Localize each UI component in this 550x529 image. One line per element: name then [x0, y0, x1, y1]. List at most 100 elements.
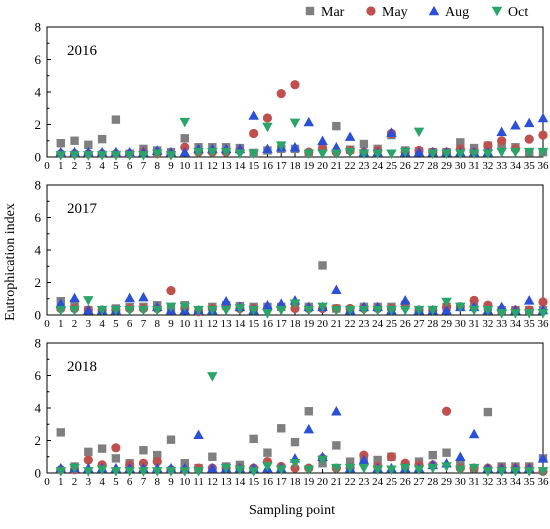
- data-point-oct: [262, 462, 273, 472]
- x-tick-label: 32: [482, 318, 493, 330]
- y-tick-label: 0: [35, 308, 42, 323]
- x-tick-label: 20: [317, 476, 329, 488]
- data-point-oct: [331, 463, 342, 474]
- data-point-oct: [262, 309, 273, 319]
- data-point-oct: [496, 147, 507, 158]
- data-point-mar: [249, 434, 258, 444]
- series-Oct-2016: [55, 117, 549, 161]
- data-point-oct: [110, 305, 122, 316]
- x-tick-label: 17: [276, 476, 288, 488]
- data-point-may: [538, 130, 548, 140]
- data-point-oct: [262, 122, 273, 133]
- x-tick-label: 30: [455, 318, 467, 330]
- data-point-oct: [317, 455, 328, 466]
- data-point-oct: [55, 305, 67, 316]
- data-point-mar: [456, 138, 465, 147]
- data-point-oct: [317, 149, 328, 159]
- data-point-aug: [496, 301, 507, 312]
- data-point-oct: [124, 467, 135, 477]
- data-point-oct: [110, 467, 122, 477]
- legend-label: Aug: [445, 5, 469, 20]
- x-tick-label: 27: [414, 476, 426, 488]
- y-tick-label: 6: [35, 210, 42, 225]
- data-point-oct: [234, 465, 246, 475]
- data-point-oct: [124, 305, 135, 316]
- data-point-aug: [220, 295, 232, 306]
- data-point-aug: [413, 146, 425, 157]
- data-point-oct: [523, 309, 535, 319]
- data-point-oct: [151, 149, 163, 159]
- data-point-oct: [468, 149, 480, 159]
- plot-frame: [46, 26, 544, 158]
- x-tick-label: 25: [386, 318, 398, 330]
- data-point-oct: [537, 467, 549, 477]
- x-tick-label: 25: [386, 160, 398, 172]
- x-tick-label: 29: [441, 318, 453, 330]
- x-tick-label: 12: [207, 476, 218, 488]
- data-point-aug: [468, 428, 480, 439]
- y-tick-label: 2: [35, 275, 42, 290]
- data-point-oct: [427, 149, 439, 159]
- data-point-oct: [69, 305, 80, 316]
- x-tick-label: 15: [248, 160, 260, 172]
- x-tick-label: 19: [303, 160, 315, 172]
- x-tick-label: 32: [482, 160, 493, 172]
- x-tick-label: 3: [86, 318, 92, 330]
- series-Oct-2017: [55, 296, 549, 319]
- y-tick-label: 6: [35, 368, 42, 383]
- data-point-may: [276, 89, 286, 99]
- x-tick-label: 20: [317, 160, 329, 172]
- legend-entry-mar: Mar: [305, 5, 345, 20]
- data-point-oct: [165, 151, 177, 161]
- data-point-oct: [468, 463, 480, 474]
- x-tick-label: 13: [221, 318, 233, 330]
- data-point-aug: [510, 120, 521, 130]
- x-tick-label: 24: [372, 476, 384, 488]
- data-point-oct: [96, 151, 108, 161]
- data-point-oct: [303, 149, 315, 159]
- legend-marker-mar: [305, 6, 315, 16]
- data-point-oct: [510, 147, 521, 158]
- legend: Mar May Aug Oct: [305, 5, 528, 20]
- y-tick-label: 4: [35, 243, 42, 258]
- data-point-oct: [275, 305, 287, 316]
- legend-marker-aug: [428, 5, 440, 16]
- x-tick-label: 27: [414, 160, 426, 172]
- data-point-mar: [111, 115, 121, 124]
- data-point-oct: [234, 304, 246, 314]
- x-tick-label: 7: [141, 476, 147, 488]
- data-point-oct: [220, 305, 232, 316]
- x-tick-label: 11: [193, 160, 204, 172]
- data-point-mar: [70, 299, 79, 308]
- legend-marker-may: [366, 6, 376, 16]
- legend-label: May: [382, 5, 408, 20]
- x-tick-label: 1: [58, 160, 64, 172]
- x-tick-label: 0: [44, 318, 50, 330]
- data-point-oct: [358, 463, 370, 474]
- data-point-oct: [248, 149, 259, 159]
- x-tick-label: 10: [179, 318, 191, 330]
- data-point-oct: [275, 141, 287, 151]
- x-tick-label: 8: [154, 160, 160, 172]
- panel-year-label: 2017: [67, 201, 98, 217]
- x-tick-label: 29: [441, 476, 453, 488]
- data-point-aug: [303, 423, 315, 434]
- x-tick-label: 24: [372, 318, 384, 330]
- x-tick-label: 17: [276, 160, 288, 172]
- data-point-may: [111, 443, 121, 453]
- data-point-aug: [317, 135, 328, 145]
- data-point-oct: [455, 465, 466, 475]
- data-point-aug: [138, 291, 149, 302]
- data-point-oct: [441, 462, 452, 472]
- x-tick-label: 15: [248, 318, 260, 330]
- y-tick-label: 4: [35, 85, 42, 100]
- x-tick-label: 26: [400, 318, 412, 330]
- legend-label: Oct: [508, 5, 528, 20]
- x-tick-label: 28: [427, 476, 439, 488]
- data-point-oct: [537, 147, 549, 158]
- x-tick-label: 11: [193, 318, 204, 330]
